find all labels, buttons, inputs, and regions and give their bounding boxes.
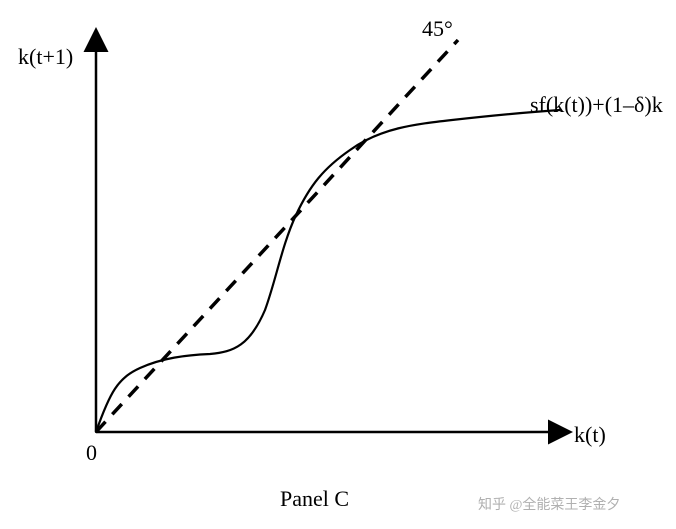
origin-label: 0 — [86, 440, 97, 466]
econ-transition-diagram: k(t+1) k(t) 0 45° sf(k(t))+(1–δ)k Panel … — [0, 0, 676, 529]
x-axis-label: k(t) — [574, 422, 606, 448]
panel-caption: Panel C — [280, 486, 349, 512]
angle-label: 45° — [422, 16, 453, 42]
curve-label: sf(k(t))+(1–δ)k — [530, 92, 663, 118]
watermark: 知乎 @全能菜王李金夕 — [478, 494, 620, 514]
y-axis-label: k(t+1) — [18, 44, 73, 70]
plot-svg — [0, 0, 676, 529]
